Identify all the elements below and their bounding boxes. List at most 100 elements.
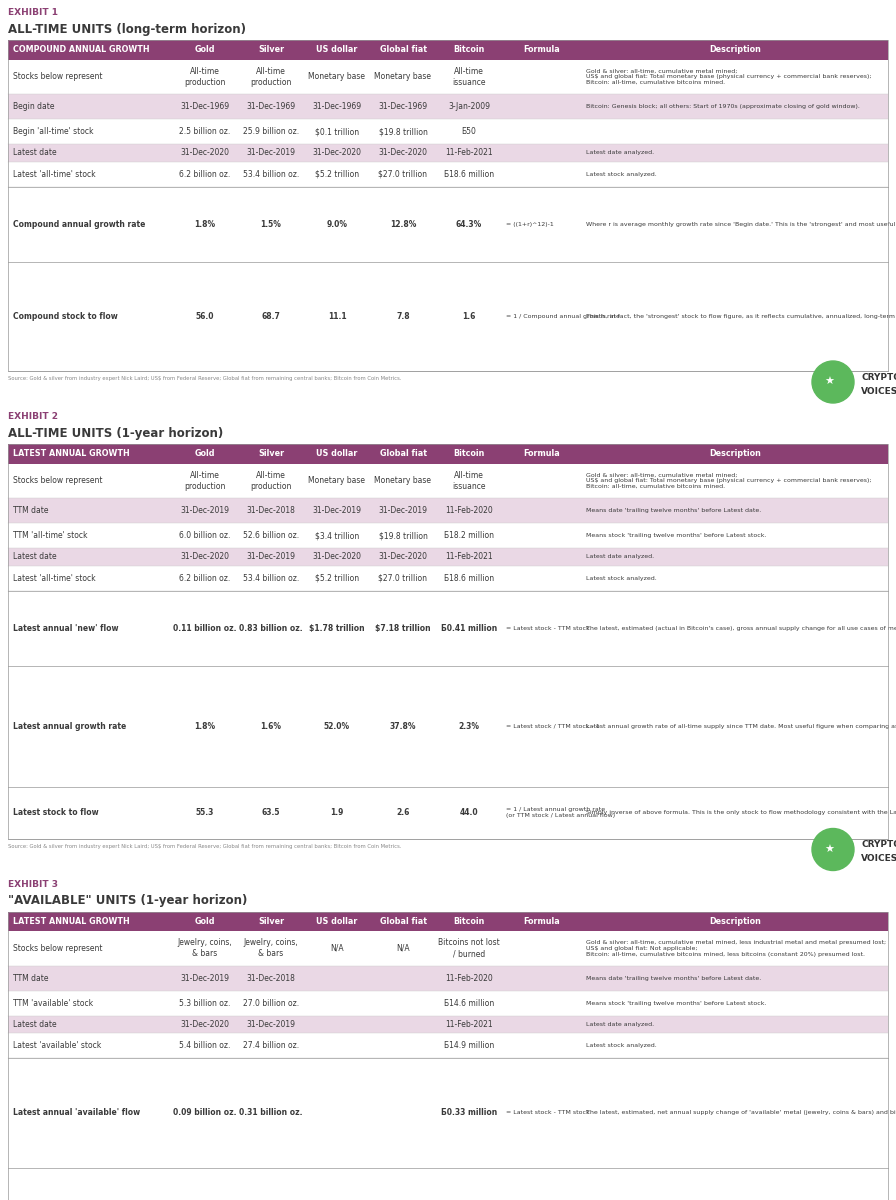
Text: Global fiat: Global fiat xyxy=(380,46,426,54)
Text: EXHIBIT 3: EXHIBIT 3 xyxy=(8,880,58,888)
Text: Where r is average monthly growth rate since 'Begin date.' This is the 'stronges: Where r is average monthly growth rate s… xyxy=(586,222,896,227)
Text: 5.3 billion oz.: 5.3 billion oz. xyxy=(179,998,230,1008)
Text: $1.78 trillion: $1.78 trillion xyxy=(309,624,365,632)
Text: Silver: Silver xyxy=(258,917,284,925)
Text: 25.9 billion oz.: 25.9 billion oz. xyxy=(243,127,299,136)
Text: Monetary base: Monetary base xyxy=(308,476,366,485)
Text: 31-Dec-2019: 31-Dec-2019 xyxy=(378,506,427,515)
Text: $19.8 trillion: $19.8 trillion xyxy=(379,532,427,540)
Text: 11-Feb-2021: 11-Feb-2021 xyxy=(445,1020,493,1028)
Text: Latest date: Latest date xyxy=(13,552,56,562)
Text: 1.9: 1.9 xyxy=(331,808,344,817)
Text: Bitcoin: Bitcoin xyxy=(453,449,485,458)
Bar xyxy=(8,912,888,1200)
Text: 31-Dec-2020: 31-Dec-2020 xyxy=(313,552,361,562)
Text: 6.2 billion oz.: 6.2 billion oz. xyxy=(179,574,230,582)
Text: All-time
production: All-time production xyxy=(250,470,292,491)
Text: Ƃ0.33 million: Ƃ0.33 million xyxy=(441,1109,497,1117)
Text: Description: Description xyxy=(709,917,761,925)
Text: Latest stock analyzed.: Latest stock analyzed. xyxy=(586,576,657,581)
Bar xyxy=(8,444,888,463)
Text: Formula: Formula xyxy=(523,46,560,54)
Bar xyxy=(8,1015,888,1033)
Text: Gold & silver: all-time, cumulative metal mined;
US$ and global fiat: Total mone: Gold & silver: all-time, cumulative meta… xyxy=(586,68,872,85)
Text: Ƃ0.41 million: Ƃ0.41 million xyxy=(441,624,497,632)
Text: TTM date: TTM date xyxy=(13,973,48,983)
Text: Gold: Gold xyxy=(194,917,215,925)
Text: Gold: Gold xyxy=(194,46,215,54)
Circle shape xyxy=(812,361,854,403)
Text: 31-Dec-2020: 31-Dec-2020 xyxy=(378,149,427,157)
Text: Latest annual 'available' flow: Latest annual 'available' flow xyxy=(13,1109,140,1117)
Text: 31-Dec-2019: 31-Dec-2019 xyxy=(246,1020,296,1028)
Bar xyxy=(8,162,888,186)
Text: Latest annual 'new' flow: Latest annual 'new' flow xyxy=(13,624,118,632)
Text: 11-Feb-2021: 11-Feb-2021 xyxy=(445,149,493,157)
Text: TTM 'all-time' stock: TTM 'all-time' stock xyxy=(13,532,88,540)
Bar xyxy=(8,94,888,119)
Text: 37.8%: 37.8% xyxy=(390,721,417,731)
Text: 2.3%: 2.3% xyxy=(459,721,479,731)
Text: 31-Dec-2019: 31-Dec-2019 xyxy=(246,149,296,157)
Bar xyxy=(8,1168,888,1200)
Bar xyxy=(8,1033,888,1058)
Text: Ƃ18.2 million: Ƃ18.2 million xyxy=(444,532,494,540)
Text: EXHIBIT 1: EXHIBIT 1 xyxy=(8,8,58,17)
Text: Jewelry, coins,
& bars: Jewelry, coins, & bars xyxy=(177,938,232,959)
Text: $27.0 trillion: $27.0 trillion xyxy=(378,574,427,582)
Bar xyxy=(8,523,888,548)
Text: Silver: Silver xyxy=(258,449,284,458)
Text: Compound stock to flow: Compound stock to flow xyxy=(13,312,117,320)
Text: All-time
issuance: All-time issuance xyxy=(452,67,486,86)
Text: 31-Dec-1969: 31-Dec-1969 xyxy=(378,102,427,112)
Text: 31-Dec-2018: 31-Dec-2018 xyxy=(246,973,296,983)
Text: 1.8%: 1.8% xyxy=(194,721,216,731)
Text: Means stock 'trailing twelve months' before Latest stock.: Means stock 'trailing twelve months' bef… xyxy=(586,1001,766,1006)
Text: 1.6%: 1.6% xyxy=(261,721,281,731)
Text: 0.31 billion oz.: 0.31 billion oz. xyxy=(239,1109,303,1117)
Text: $7.18 trillion: $7.18 trillion xyxy=(375,624,431,632)
Text: 31-Dec-2019: 31-Dec-2019 xyxy=(180,973,229,983)
Bar xyxy=(8,966,888,990)
Text: 1.6: 1.6 xyxy=(462,312,476,320)
Text: Ƃ14.6 million: Ƃ14.6 million xyxy=(444,998,494,1008)
Text: Source: Gold & silver from industry expert Nick Laird; US$ from Federal Reserve;: Source: Gold & silver from industry expe… xyxy=(8,376,401,382)
Text: 31-Dec-2020: 31-Dec-2020 xyxy=(180,552,229,562)
Bar xyxy=(8,119,888,144)
Text: "AVAILABLE" UNITS (1-year horizon): "AVAILABLE" UNITS (1-year horizon) xyxy=(8,894,247,907)
Text: Begin 'all-time' stock: Begin 'all-time' stock xyxy=(13,127,93,136)
Text: Formula: Formula xyxy=(523,917,560,925)
Text: Latest stock analyzed.: Latest stock analyzed. xyxy=(586,1043,657,1048)
Text: Latest 'all-time' stock: Latest 'all-time' stock xyxy=(13,574,96,582)
Bar xyxy=(8,262,888,371)
Text: Global fiat: Global fiat xyxy=(380,917,426,925)
Text: Means stock 'trailing twelve months' before Latest stock.: Means stock 'trailing twelve months' bef… xyxy=(586,533,766,538)
Bar xyxy=(8,40,888,60)
Text: 11-Feb-2020: 11-Feb-2020 xyxy=(445,973,493,983)
Text: ★: ★ xyxy=(824,845,834,854)
Text: Bitcoin: Bitcoin xyxy=(453,917,485,925)
Text: Simply inverse of above formula. This is the only stock to flow methodology cons: Simply inverse of above formula. This is… xyxy=(586,810,896,815)
Text: Compound annual growth rate: Compound annual growth rate xyxy=(13,220,145,228)
Text: 31-Dec-2020: 31-Dec-2020 xyxy=(313,149,361,157)
Text: Monetary base: Monetary base xyxy=(308,72,366,82)
Bar xyxy=(8,498,888,523)
Text: N/A: N/A xyxy=(331,943,344,953)
Circle shape xyxy=(812,828,854,870)
Text: ★: ★ xyxy=(824,377,834,388)
Text: US dollar: US dollar xyxy=(316,917,358,925)
Text: Source: Gold & silver from industry expert Nick Laird; US$ from Federal Reserve;: Source: Gold & silver from industry expe… xyxy=(8,844,401,848)
Text: 1.8%: 1.8% xyxy=(194,220,216,228)
Text: LATEST ANNUAL GROWTH: LATEST ANNUAL GROWTH xyxy=(13,449,130,458)
Text: 0.83 billion oz.: 0.83 billion oz. xyxy=(239,624,303,632)
Text: Silver: Silver xyxy=(258,46,284,54)
Text: = Latest stock - TTM stock: = Latest stock - TTM stock xyxy=(506,1110,590,1115)
Text: 31-Dec-1969: 31-Dec-1969 xyxy=(313,102,362,112)
Bar xyxy=(8,565,888,590)
Text: 44.0: 44.0 xyxy=(460,808,478,817)
Text: Begin date: Begin date xyxy=(13,102,55,112)
Text: VOICES: VOICES xyxy=(861,386,896,396)
Text: Stocks below represent: Stocks below represent xyxy=(13,476,102,485)
Text: CRYPTO: CRYPTO xyxy=(861,840,896,850)
Text: Stocks below represent: Stocks below represent xyxy=(13,72,102,82)
